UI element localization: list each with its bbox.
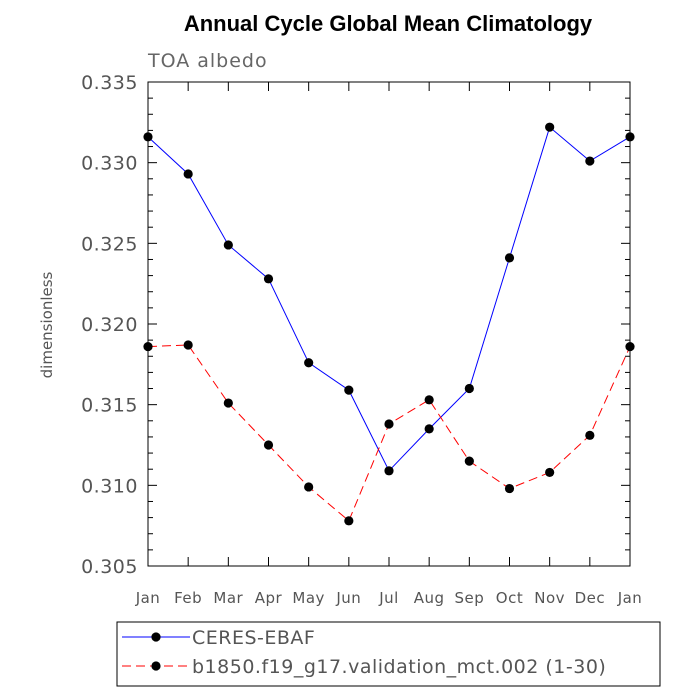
x-tick-label: Aug [414,589,445,607]
x-tick-label: Sep [454,589,484,607]
data-point-1 [464,456,474,466]
x-tick-label: Jul [378,589,399,607]
data-point-0 [424,424,434,434]
x-tick-labels: Jan Feb Mar Apr May Jun Jul Aug Sep Oct Nov Dec Jan [135,589,643,607]
chart-subtitle: TOA albedo [147,50,268,72]
x-tick-label: Nov [534,589,565,607]
data-point-0 [464,383,474,394]
chart-title: Annual Cycle Global Mean Climatology [184,11,593,36]
y-tick-label: 0.320 [81,314,138,336]
data-point-0 [304,358,314,368]
y-tick-label: 0.330 [81,153,138,175]
series-line-0 [147,126,631,472]
data-point-0 [585,156,595,166]
y-tick-label: 0.325 [81,233,138,255]
y-tick-label: 0.305 [81,556,138,578]
x-tick-label: May [292,589,325,607]
data-point-0 [223,240,233,250]
data-point-1 [504,483,515,494]
x-tick-label: Dec [575,589,606,607]
data-point-1 [263,440,274,450]
data-point-1 [183,340,193,350]
data-point-1 [143,341,153,352]
axis-ticks [147,81,631,567]
y-tick-label: 0.310 [81,475,138,497]
x-tick-label: Mar [213,589,243,607]
data-point-1 [223,398,233,408]
data-point-0 [625,132,635,142]
legend-box [116,621,661,687]
x-tick-label: Jan [617,589,643,607]
data-point-0 [263,274,274,284]
x-tick-label: Apr [255,589,283,607]
legend: CERES-EBAF b1850.f19_g17.validation_mct.… [116,621,661,687]
y-tick-label: 0.335 [81,72,138,94]
data-point-1 [344,516,354,526]
data-point-0 [384,466,394,476]
series-line-1 [147,344,631,522]
data-point-0 [344,385,354,395]
data-point-1 [545,467,555,478]
data-point-1 [384,419,394,429]
legend-label-ceres: CERES-EBAF [192,627,315,649]
data-point-1 [304,482,314,492]
legend-marker-ceres [151,632,161,642]
x-tick-label: Feb [174,589,202,607]
legend-label-model: b1850.f19_g17.validation_mct.002 (1-30) [192,656,606,678]
data-point-1 [625,341,635,352]
series-layer [143,122,635,526]
data-point-0 [545,122,555,132]
y-tick-label: 0.315 [81,395,138,417]
data-point-1 [424,395,434,405]
data-point-0 [143,132,153,142]
data-point-1 [585,430,595,440]
data-point-0 [183,169,193,179]
legend-marker-model [151,661,161,671]
y-tick-labels: 0.305 0.310 0.315 0.320 0.325 0.330 0.335 [81,72,138,578]
data-point-0 [504,253,515,263]
y-axis-label: dimensionless [38,271,56,378]
x-tick-label: Jan [135,589,161,607]
x-tick-label: Jun [335,589,361,607]
x-tick-label: Oct [496,589,523,607]
plot-frame [147,81,631,567]
